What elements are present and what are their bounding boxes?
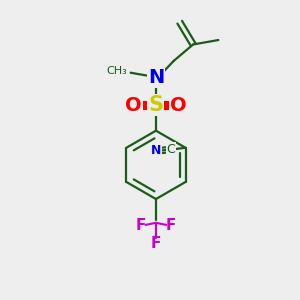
Text: C: C xyxy=(167,143,175,156)
Text: O: O xyxy=(170,96,187,115)
Text: F: F xyxy=(166,218,176,233)
Text: F: F xyxy=(151,236,161,251)
Text: N: N xyxy=(148,68,164,87)
Text: N: N xyxy=(151,144,161,158)
Text: F: F xyxy=(136,218,146,233)
Text: S: S xyxy=(148,95,164,116)
Text: CH₃: CH₃ xyxy=(106,66,127,76)
Text: O: O xyxy=(125,96,142,115)
